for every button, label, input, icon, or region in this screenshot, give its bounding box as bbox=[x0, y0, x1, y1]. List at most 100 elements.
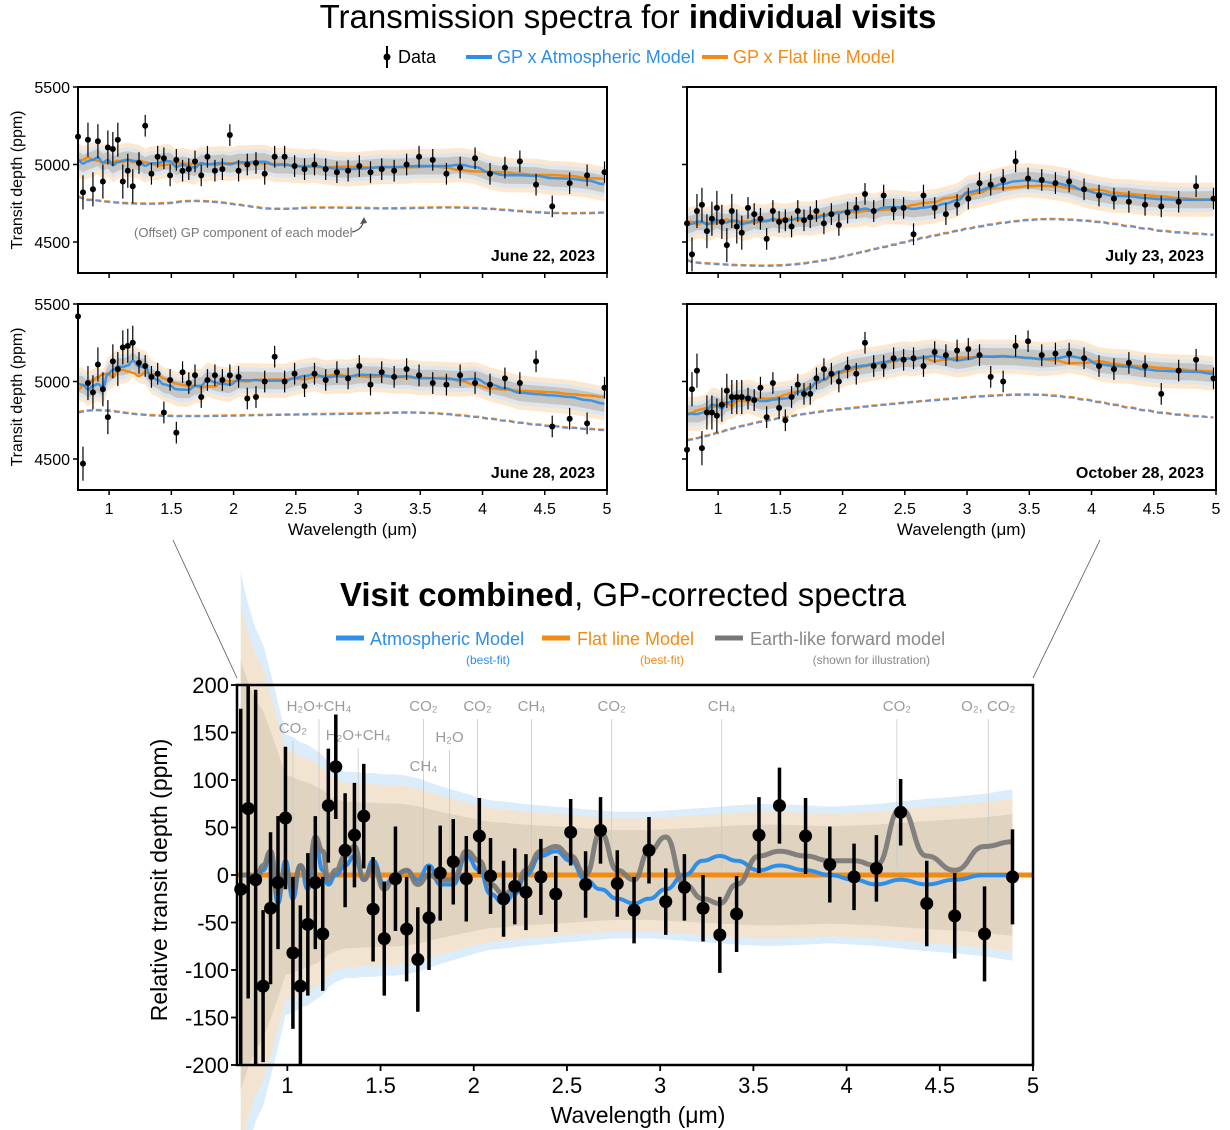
data-point bbox=[271, 353, 278, 360]
combined-legend-atm-sub: (best-fit) bbox=[466, 653, 510, 667]
data-point bbox=[1012, 342, 1019, 349]
combined-data-point bbox=[642, 843, 656, 857]
data-point bbox=[688, 251, 695, 258]
annotation-arrowhead bbox=[360, 217, 367, 224]
data-point bbox=[345, 167, 352, 174]
combined-y-tick-label: 0 bbox=[217, 863, 229, 888]
data-point bbox=[501, 375, 508, 382]
data-point bbox=[291, 370, 298, 377]
data-point bbox=[693, 367, 700, 374]
panel-date-label: July 23, 2023 bbox=[1105, 248, 1204, 265]
combined-x-tick-label: 3 bbox=[654, 1073, 666, 1098]
data-point bbox=[322, 166, 329, 173]
combined-legend: Atmospheric Model (best-fit) Flat line M… bbox=[336, 629, 945, 667]
data-point bbox=[931, 349, 938, 356]
data-point bbox=[713, 412, 720, 419]
y-tick-label: 5000 bbox=[34, 158, 70, 175]
gp-atm-dashed-line bbox=[77, 409, 605, 432]
combined-data-point bbox=[659, 895, 673, 909]
data-point bbox=[516, 380, 523, 387]
combined-data-point bbox=[610, 877, 624, 891]
data-point bbox=[198, 394, 205, 400]
data-point bbox=[501, 164, 508, 171]
gp-atm-dashed-line bbox=[686, 393, 1214, 442]
data-point bbox=[820, 366, 827, 373]
data-point bbox=[226, 372, 233, 379]
data-point bbox=[920, 363, 927, 369]
combined-data-point bbox=[286, 946, 300, 960]
data-point bbox=[965, 195, 972, 202]
data-point bbox=[185, 380, 192, 387]
panel-frame bbox=[77, 86, 608, 274]
legend-atm-label: GP x Atmospheric Model bbox=[497, 47, 695, 67]
flat-uncertainty-band bbox=[240, 604, 1013, 1130]
data-point bbox=[835, 221, 842, 228]
data-point bbox=[160, 409, 167, 416]
data-point bbox=[976, 352, 983, 359]
combined-y-tick-label: -50 bbox=[197, 911, 229, 936]
data-point bbox=[708, 409, 715, 416]
combined-data-point bbox=[978, 927, 992, 941]
species-label: CO₂ bbox=[883, 698, 912, 715]
data-point bbox=[403, 161, 410, 168]
data-point bbox=[135, 159, 142, 166]
combined-data-point bbox=[264, 901, 278, 915]
data-point bbox=[1110, 195, 1117, 202]
data-point bbox=[211, 372, 218, 379]
data-point bbox=[94, 138, 101, 145]
combined-data-point bbox=[321, 799, 335, 813]
data-point bbox=[173, 156, 180, 163]
combined-legend-flat-sub: (best-fit) bbox=[640, 653, 684, 667]
data-point bbox=[79, 189, 86, 196]
x-tick-label: 1 bbox=[105, 501, 114, 518]
combined-data-point bbox=[549, 887, 563, 901]
x-tick-label: 1.5 bbox=[160, 501, 182, 518]
data-point bbox=[708, 215, 715, 222]
gp-flat-dashed-line bbox=[77, 195, 605, 214]
combined-legend-earth-label: Earth-like forward model bbox=[750, 629, 945, 649]
data-point bbox=[769, 208, 776, 214]
combined-data-point bbox=[357, 809, 371, 823]
data-point bbox=[794, 381, 801, 388]
data-point bbox=[516, 158, 523, 165]
panel-july-23: July 23, 2023 bbox=[682, 86, 1217, 278]
data-point bbox=[782, 417, 789, 424]
combined-legend-earth-sub: (shown for illustration) bbox=[813, 653, 930, 667]
data-point bbox=[744, 204, 751, 211]
data-point bbox=[261, 170, 268, 177]
data-point bbox=[900, 356, 907, 363]
combined-data-point bbox=[772, 799, 786, 813]
data-point bbox=[211, 167, 218, 174]
combined-x-tick-label: 1 bbox=[281, 1073, 293, 1098]
data-point bbox=[920, 192, 927, 199]
combined-x-tick-label: 3.5 bbox=[738, 1073, 769, 1098]
data-point bbox=[472, 155, 479, 162]
panel-date-label: June 28, 2023 bbox=[491, 465, 595, 482]
model-band-inner bbox=[687, 347, 1214, 423]
data-point bbox=[1158, 203, 1165, 210]
data-point bbox=[148, 170, 155, 177]
data-point bbox=[367, 169, 374, 176]
legend-data-marker bbox=[383, 46, 391, 68]
data-point bbox=[333, 369, 340, 376]
x-tick-label: 2 bbox=[838, 501, 847, 518]
data-point bbox=[1025, 175, 1032, 182]
data-point bbox=[99, 178, 106, 185]
data-point bbox=[114, 366, 121, 373]
x-tick-label: 3.5 bbox=[1018, 501, 1040, 518]
gp-atm-dashed-line bbox=[77, 196, 605, 215]
data-point bbox=[1125, 198, 1132, 205]
combined-data-point bbox=[271, 876, 285, 890]
combined-y-axis-label: Relative transit depth (ppm) bbox=[146, 739, 172, 1022]
data-point bbox=[367, 381, 374, 388]
data-point bbox=[844, 209, 851, 216]
combined-data-point bbox=[508, 879, 522, 893]
data-point bbox=[252, 394, 259, 400]
combined-data-point bbox=[366, 902, 380, 916]
combined-legend-flat-label: Flat line Model bbox=[577, 629, 694, 649]
x-tick-label: 4 bbox=[1087, 501, 1096, 518]
data-point bbox=[1193, 183, 1200, 190]
combined-x-tick-label: 2 bbox=[468, 1073, 480, 1098]
combined-data-point bbox=[847, 870, 861, 884]
